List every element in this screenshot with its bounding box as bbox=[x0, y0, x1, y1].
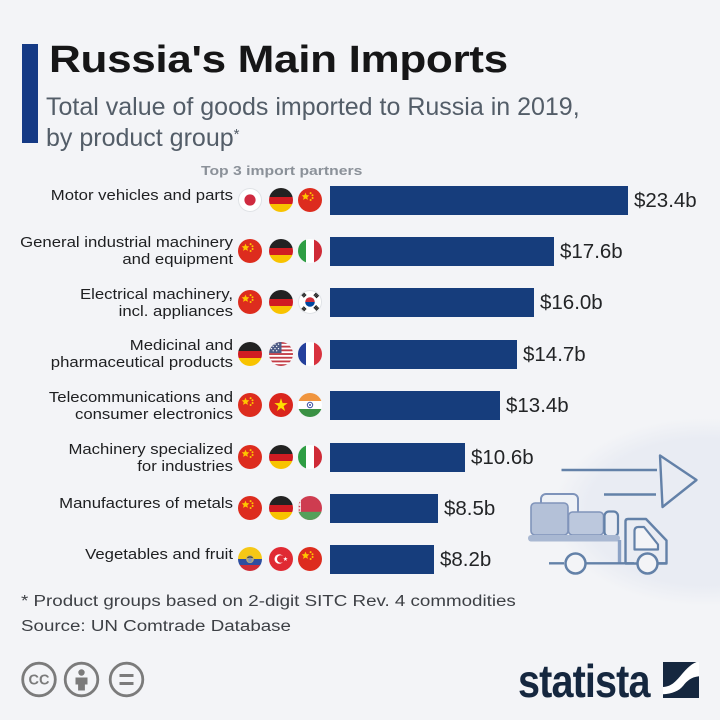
svg-text:CC: CC bbox=[29, 673, 50, 689]
